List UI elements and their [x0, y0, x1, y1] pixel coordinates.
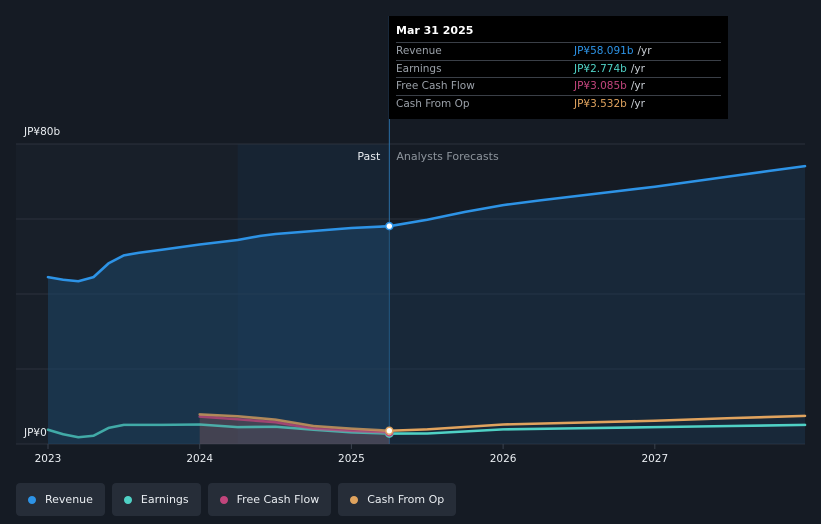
- tooltip-unit: /yr: [630, 62, 645, 75]
- fcf-area-past: [199, 416, 390, 444]
- tooltip-row-cfo: Cash From Op JP¥3.532b /yr: [396, 94, 721, 113]
- earnings-dot-icon: [123, 495, 132, 504]
- tooltip-row-revenue: Revenue JP¥58.091b /yr: [396, 42, 721, 60]
- x-tick-label: 2024: [186, 453, 213, 465]
- tooltip-value: JP¥3.085b: [574, 80, 627, 92]
- y-axis-max-label: JP¥80b: [23, 126, 60, 138]
- cfo-line-past: [198, 413, 391, 433]
- tooltip-unit: /yr: [630, 97, 645, 110]
- legend-item-revenue[interactable]: Revenue: [16, 483, 105, 516]
- revenue-line-past: [46, 224, 391, 283]
- revenue-line-forecast: [388, 164, 807, 228]
- tooltip-row-earnings: Earnings JP¥2.774b /yr: [396, 59, 721, 78]
- tooltip-row-fcf: Free Cash Flow JP¥3.085b /yr: [396, 77, 721, 95]
- tooltip-label: Revenue: [396, 45, 442, 57]
- revenue-dot-icon: [28, 495, 36, 504]
- tooltip-date: Mar 31 2025: [396, 24, 474, 37]
- chart-legend: Revenue Earnings Free Cash Flow Cash Fro…: [16, 483, 457, 516]
- earnings-line-forecast: [388, 423, 807, 435]
- legend-label: Revenue: [45, 493, 93, 506]
- tooltip-label: Free Cash Flow: [396, 80, 475, 92]
- tooltip-label: Earnings: [396, 62, 442, 75]
- cash-from-op-dot-icon: [350, 495, 359, 504]
- revenue-area-forecast: [389, 166, 805, 444]
- legend-label: Earnings: [140, 493, 189, 506]
- x-tick-label: 2023: [35, 453, 62, 465]
- tooltip-label: Cash From Op: [396, 97, 470, 110]
- forecast-label: Analysts Forecasts: [396, 150, 499, 163]
- fcf-line-past: [198, 415, 391, 434]
- legend-item-free-cash-flow[interactable]: Free Cash Flow: [207, 483, 332, 516]
- tooltip-value: JP¥2.774b: [574, 62, 627, 75]
- cfo-hover-marker: [385, 426, 394, 436]
- hover-tooltip: Mar 31 2025 Revenue JP¥58.091b /yr Earni…: [389, 16, 728, 119]
- y-axis-zero-label: JP¥0: [23, 427, 47, 439]
- revenue-area-past: [48, 226, 390, 444]
- x-tick-label: 2026: [490, 453, 517, 465]
- legend-label: Cash From Op: [367, 493, 445, 506]
- free-cash-flow-dot-icon: [219, 495, 228, 504]
- tooltip-unit: /yr: [630, 80, 645, 92]
- tooltip-value: JP¥3.532b: [574, 97, 627, 110]
- tooltip-value: JP¥58.091b: [574, 45, 634, 57]
- cfo-line-forecast: [388, 414, 807, 433]
- tooltip-unit: /yr: [637, 45, 652, 57]
- legend-label: Free Cash Flow: [236, 493, 320, 506]
- legend-item-cash-from-op[interactable]: Cash From Op: [338, 483, 457, 516]
- legend-item-earnings[interactable]: Earnings: [111, 483, 201, 516]
- revenue-hover-marker: [385, 221, 394, 231]
- x-tick-label: 2025: [338, 453, 365, 465]
- past-label: Past: [357, 150, 381, 163]
- x-tick-label: 2027: [641, 453, 668, 465]
